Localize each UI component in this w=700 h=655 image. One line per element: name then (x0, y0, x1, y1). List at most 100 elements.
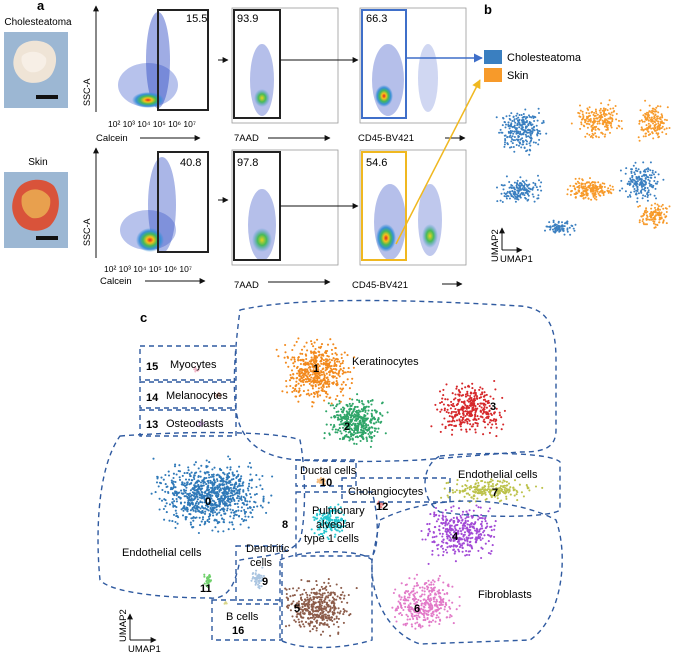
umap-panel-c (150, 337, 544, 637)
cluster-cloud-5 (284, 578, 358, 637)
legend-label-skin: Skin (507, 70, 528, 82)
flow-plot-cd45-2: 54.6 CD45-BV421 (352, 149, 467, 291)
label-dendritic-2: cells (250, 557, 273, 569)
ylabel-ssc: SSC-A (82, 78, 92, 106)
cluster-cloud-9 (250, 566, 265, 590)
cluster-id-6: 6 (414, 603, 420, 615)
umap-c-axes: UMAP2 UMAP1 (118, 609, 161, 655)
cluster-id-14: 14 (146, 392, 159, 404)
umap-b-cloud-2 (637, 99, 671, 142)
cluster-id-1: 1 (313, 363, 319, 375)
outline-keratinocytes (233, 299, 557, 463)
tick-labels-calcein: 10² 10³ 10⁴ 10⁵ 10⁶ 10⁷ (108, 119, 196, 129)
gate-value-cd45: 66.3 (366, 13, 387, 25)
legend-swatch-skin (484, 68, 502, 82)
cluster-id-16: 16 (232, 625, 244, 637)
label-myocytes: Myocytes (170, 359, 217, 371)
panel-label-b: b (484, 2, 492, 17)
umap-panel-b (495, 99, 671, 236)
skin-photo (4, 172, 68, 248)
cluster-cloud-13 (195, 420, 205, 427)
label-melanocytes: Melanocytes (166, 390, 228, 402)
cluster-id-10: 10 (320, 477, 332, 489)
outline-fibroblasts (371, 500, 563, 645)
cluster-id-5: 5 (294, 603, 300, 615)
outline-melanocytes (139, 381, 237, 409)
umap-b-axes: UMAP2 UMAP1 (490, 227, 533, 265)
cluster-id-3: 3 (490, 401, 496, 413)
umap-b-cloud-6 (637, 202, 671, 229)
connector-skin (395, 79, 481, 245)
cluster-cloud-1 (275, 337, 356, 408)
cluster-cloud-12 (376, 500, 384, 509)
flow-plot-7aad-1: 93.9 7AAD (231, 7, 359, 144)
panel-label-c: c (140, 310, 147, 325)
umap-b-cloud-1 (570, 99, 623, 139)
group-outlines (97, 299, 563, 649)
label-dendritic-1: Dendritic (246, 543, 290, 555)
umap-b-cloud-3 (496, 174, 543, 203)
outline-bcells (211, 599, 283, 641)
legend-swatch-cholesteatoma (484, 50, 502, 64)
xlabel-cd45-skin: CD45-BV421 (352, 280, 408, 291)
cholesteatoma-photo (4, 32, 68, 108)
cluster-ids: 0 1 2 3 4 5 6 7 8 9 10 11 12 13 14 15 16 (146, 361, 498, 637)
label-keratinocytes: Keratinocytes (352, 356, 419, 368)
gate-value-calcein: 15.5 (186, 13, 207, 25)
cluster-id-13: 13 (146, 419, 158, 431)
xlabel-calcein-skin: Calcein (100, 276, 132, 287)
outline-osteoclasts (139, 409, 237, 437)
cluster-id-4: 4 (452, 531, 459, 543)
umap-b-cloud-7 (544, 219, 577, 236)
legend-label-cholesteatoma: Cholesteatoma (507, 52, 582, 64)
flow-row-skin: 40.8 SSC-A 10² 10³ 10⁴ 10⁵ 10⁶ 10⁷ Calce… (82, 147, 467, 291)
cluster-cloud-8 (310, 503, 347, 541)
flow-row-cholesteatoma: 15.5 SSC-A 10² 10³ 10⁴ 10⁵ 10⁶ 10⁷ Calce… (82, 5, 467, 144)
cluster-id-12: 12 (376, 501, 388, 513)
cluster-cloud-10 (316, 476, 326, 486)
sample-label-skin: Skin (28, 157, 47, 168)
outline-fibro-lower (279, 551, 373, 649)
flow-plot-calcein-2: 40.8 SSC-A 10² 10³ 10⁴ 10⁵ 10⁶ 10⁷ Calce… (82, 147, 216, 287)
outline-myocytes (139, 345, 237, 381)
umap-b-cloud-4 (566, 177, 615, 201)
cluster-id-2: 2 (344, 421, 350, 433)
label-cholangiocytes: Cholangiocytes (348, 486, 424, 498)
flow-plot-7aad-2: 97.8 7AAD (231, 149, 359, 291)
xlabel-7aad: 7AAD (234, 133, 259, 144)
label-ductal: Ductal cells (300, 465, 357, 477)
label-osteoclasts: Osteoclasts (166, 418, 224, 430)
flow-plot-calcein-1: 15.5 SSC-A 10² 10³ 10⁴ 10⁵ 10⁶ 10⁷ Calce… (82, 5, 216, 144)
cluster-id-8: 8 (282, 519, 288, 531)
panel-label-a: a (37, 0, 45, 13)
cluster-id-15: 15 (146, 361, 158, 373)
cluster-cloud-16 (223, 601, 228, 605)
cluster-cloud-4 (420, 504, 497, 565)
outline-endothelial-right (424, 452, 561, 517)
xlabel-cd45: CD45-BV421 (358, 133, 414, 144)
cell-type-labels: Keratinocytes Myocytes Melanocytes Osteo… (122, 356, 538, 623)
cluster-cloud-3 (430, 379, 506, 438)
ylabel-ssc-skin: SSC-A (82, 218, 92, 246)
gate-value-7aad: 93.9 (237, 13, 258, 25)
cluster-id-7: 7 (492, 487, 498, 499)
outline-cholangiocytes (341, 477, 451, 503)
cluster-id-0: 0 (205, 496, 211, 508)
cluster-id-11: 11 (200, 583, 212, 595)
umap-b-cloud-5 (618, 161, 665, 203)
flow-plot-cd45-1: 66.3 CD45-BV421 (358, 7, 467, 144)
cluster-cloud-14 (215, 392, 222, 398)
label-bcells: B cells (226, 611, 259, 623)
cluster-cloud-15 (193, 366, 200, 373)
label-pulmonary-1: Pulmonary (312, 505, 365, 517)
cluster-cloud-11 (203, 573, 213, 588)
umap-b-xlabel: UMAP1 (500, 254, 533, 265)
outline-ductal (295, 459, 357, 487)
gate-value-cd45-skin: 54.6 (366, 157, 387, 169)
legend-b: Cholesteatoma Skin (484, 50, 582, 82)
umap-b-ylabel: UMAP2 (490, 229, 501, 262)
cluster-cloud-6 (391, 573, 461, 630)
umap-b-cloud-0 (495, 107, 548, 156)
label-pulmonary-2: alveolar (316, 519, 355, 531)
